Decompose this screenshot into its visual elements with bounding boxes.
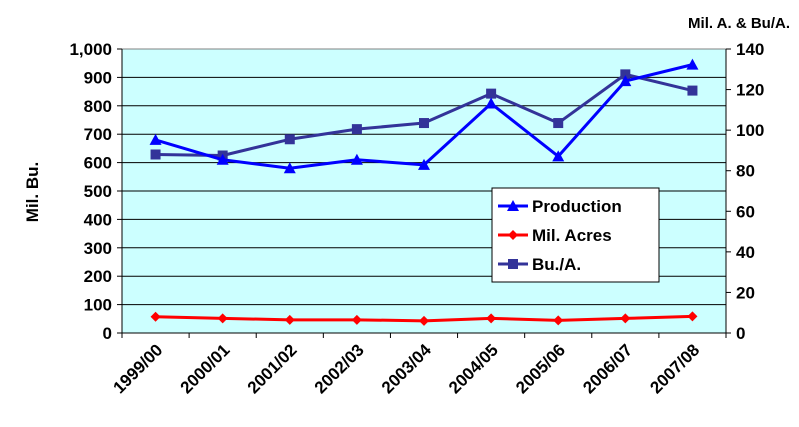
y2-tick-label: 120 (736, 81, 764, 100)
series-mil-acres (150, 311, 698, 326)
y2-tick-label: 140 (736, 40, 764, 59)
y-tick-label: 0 (103, 324, 112, 343)
y-tick-label: 400 (84, 210, 112, 229)
point-diamond (284, 314, 295, 325)
x-tick-label: 2006/07 (579, 340, 636, 397)
point-square (351, 124, 362, 135)
point-triangle (418, 158, 430, 170)
point-square (284, 134, 295, 145)
point-triangle (619, 75, 632, 87)
right-axis: 0 20 40 60 80 100 120 140 (725, 40, 764, 343)
x-axis: 1999/00 2000/01 2001/02 2002/03 2003/04 2004/… (109, 332, 727, 397)
series-layer (149, 58, 699, 326)
y2-axis-title: Mil. A. & Bu/A. (688, 15, 790, 32)
point-triangle (686, 58, 699, 70)
x-tick-label: 2001/02 (244, 340, 301, 397)
point-square (687, 85, 698, 96)
point-square (553, 118, 564, 129)
legend: Production Mil. Acres Bu./A. (491, 187, 660, 283)
y-tick-label: 700 (84, 125, 112, 144)
x-tick-label: 1999/00 (109, 340, 166, 397)
y-tick-label: 500 (84, 182, 112, 201)
y-tick-label: 800 (84, 97, 112, 116)
point-diamond (419, 315, 429, 326)
y2-tick-label: 100 (736, 121, 764, 140)
y-axis-title: Mil. Bu. (23, 162, 42, 222)
series-production (149, 58, 699, 174)
x-tick-label: 2003/04 (378, 340, 435, 397)
point-square (508, 259, 518, 269)
point-diamond (508, 230, 518, 240)
point-triangle (149, 133, 162, 145)
x-tick-label: 2002/03 (311, 340, 368, 397)
legend-label: Mil. Acres (532, 226, 612, 245)
point-diamond (687, 311, 698, 322)
y-tick-label: 300 (84, 239, 112, 258)
x-tick-label: 2000/01 (177, 340, 234, 397)
y2-tick-label: 60 (736, 202, 755, 221)
point-square (486, 88, 497, 99)
point-diamond (553, 315, 564, 326)
legend-label: Bu./A. (532, 255, 581, 274)
point-square (150, 149, 161, 160)
legend-item: Bu./A. (498, 255, 581, 274)
legend-label: Production (532, 197, 622, 216)
point-square (620, 69, 631, 80)
y-tick-label: 600 (84, 154, 112, 173)
x-tick-label: 2004/05 (445, 340, 502, 397)
point-triangle (350, 153, 363, 165)
x-tick-label: 2007/08 (646, 340, 703, 397)
point-diamond (486, 313, 497, 324)
legend-item: Mil. Acres (498, 226, 612, 245)
y-tick-label: 100 (84, 296, 112, 315)
point-triangle (283, 162, 296, 174)
point-triangle (552, 150, 565, 162)
point-triangle (216, 153, 229, 165)
y2-tick-label: 0 (736, 324, 745, 343)
point-triangle (485, 97, 498, 109)
point-diamond (217, 313, 228, 324)
y-tick-label: 200 (84, 267, 112, 286)
x-tick-label: 2005/06 (512, 340, 569, 397)
y-tick-label: 1,000 (69, 40, 112, 59)
legend-item: Production (498, 197, 622, 216)
point-square (419, 118, 429, 129)
point-diamond (620, 313, 631, 324)
y-tick-label: 900 (84, 68, 112, 87)
point-triangle (507, 200, 519, 211)
y2-tick-label: 20 (736, 283, 755, 302)
point-diamond (150, 311, 161, 322)
point-diamond (351, 314, 362, 325)
left-axis: 0 100 200 300 400 500 600 700 800 900 1,000 (69, 40, 123, 343)
y2-tick-label: 80 (736, 162, 755, 181)
y2-tick-label: 40 (736, 243, 755, 262)
